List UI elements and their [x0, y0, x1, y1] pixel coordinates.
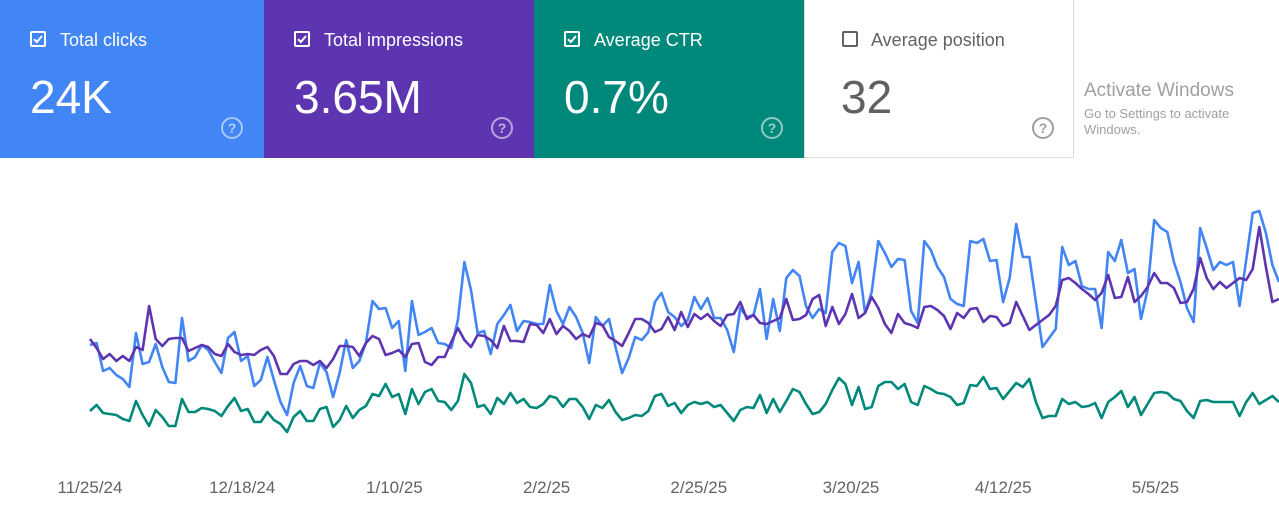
metric-label: Total clicks [60, 30, 148, 50]
windows-activation-subtitle: Go to Settings to activate Windows. [1084, 106, 1230, 137]
series-line-total-impressions [88, 225, 1279, 376]
metric-label: Total impressions [324, 30, 464, 50]
metric-value: 0.7% [564, 71, 669, 123]
checkbox-unchecked-icon[interactable] [842, 31, 858, 47]
checkbox-checked-icon[interactable] [564, 31, 580, 47]
metric-card-average-position[interactable]: Average position 32 ? [804, 0, 1074, 158]
x-tick-label: 2/2/25 [522, 478, 571, 497]
help-icon[interactable]: ? [221, 117, 243, 139]
help-icon[interactable]: ? [1032, 117, 1054, 139]
x-tick-label: 3/20/25 [822, 478, 880, 497]
checkbox-checked-icon[interactable] [294, 31, 310, 47]
metric-value: 24K [30, 71, 112, 123]
series-line-average-ctr [89, 372, 1279, 434]
metric-card-average-ctr[interactable]: Average CTR 0.7% ? [534, 0, 804, 158]
x-tick-label: 12/18/24 [209, 478, 276, 497]
help-icon[interactable]: ? [491, 117, 513, 139]
performance-line-chart[interactable] [0, 160, 1279, 460]
x-tick-label: 11/25/24 [57, 478, 123, 497]
metric-value: 3.65M [294, 71, 422, 123]
help-icon[interactable]: ? [761, 117, 783, 139]
checkbox-checked-icon[interactable] [30, 31, 46, 47]
x-tick-label: 5/5/25 [1131, 478, 1180, 497]
metric-card-total-clicks[interactable]: Total clicks 24K ? [0, 0, 264, 158]
series-line-total-clicks [89, 209, 1279, 417]
metric-label: Average CTR [594, 30, 703, 50]
x-tick-label: 4/12/25 [974, 478, 1032, 497]
x-tick-label: 2/25/25 [670, 478, 728, 497]
x-tick-label: 1/10/25 [366, 478, 423, 497]
windows-activation-title: Activate Windows [1084, 80, 1234, 101]
metric-label: Average position [871, 30, 1005, 50]
metric-value: 32 [841, 71, 893, 123]
metric-card-total-impressions[interactable]: Total impressions 3.65M ? [264, 0, 534, 158]
